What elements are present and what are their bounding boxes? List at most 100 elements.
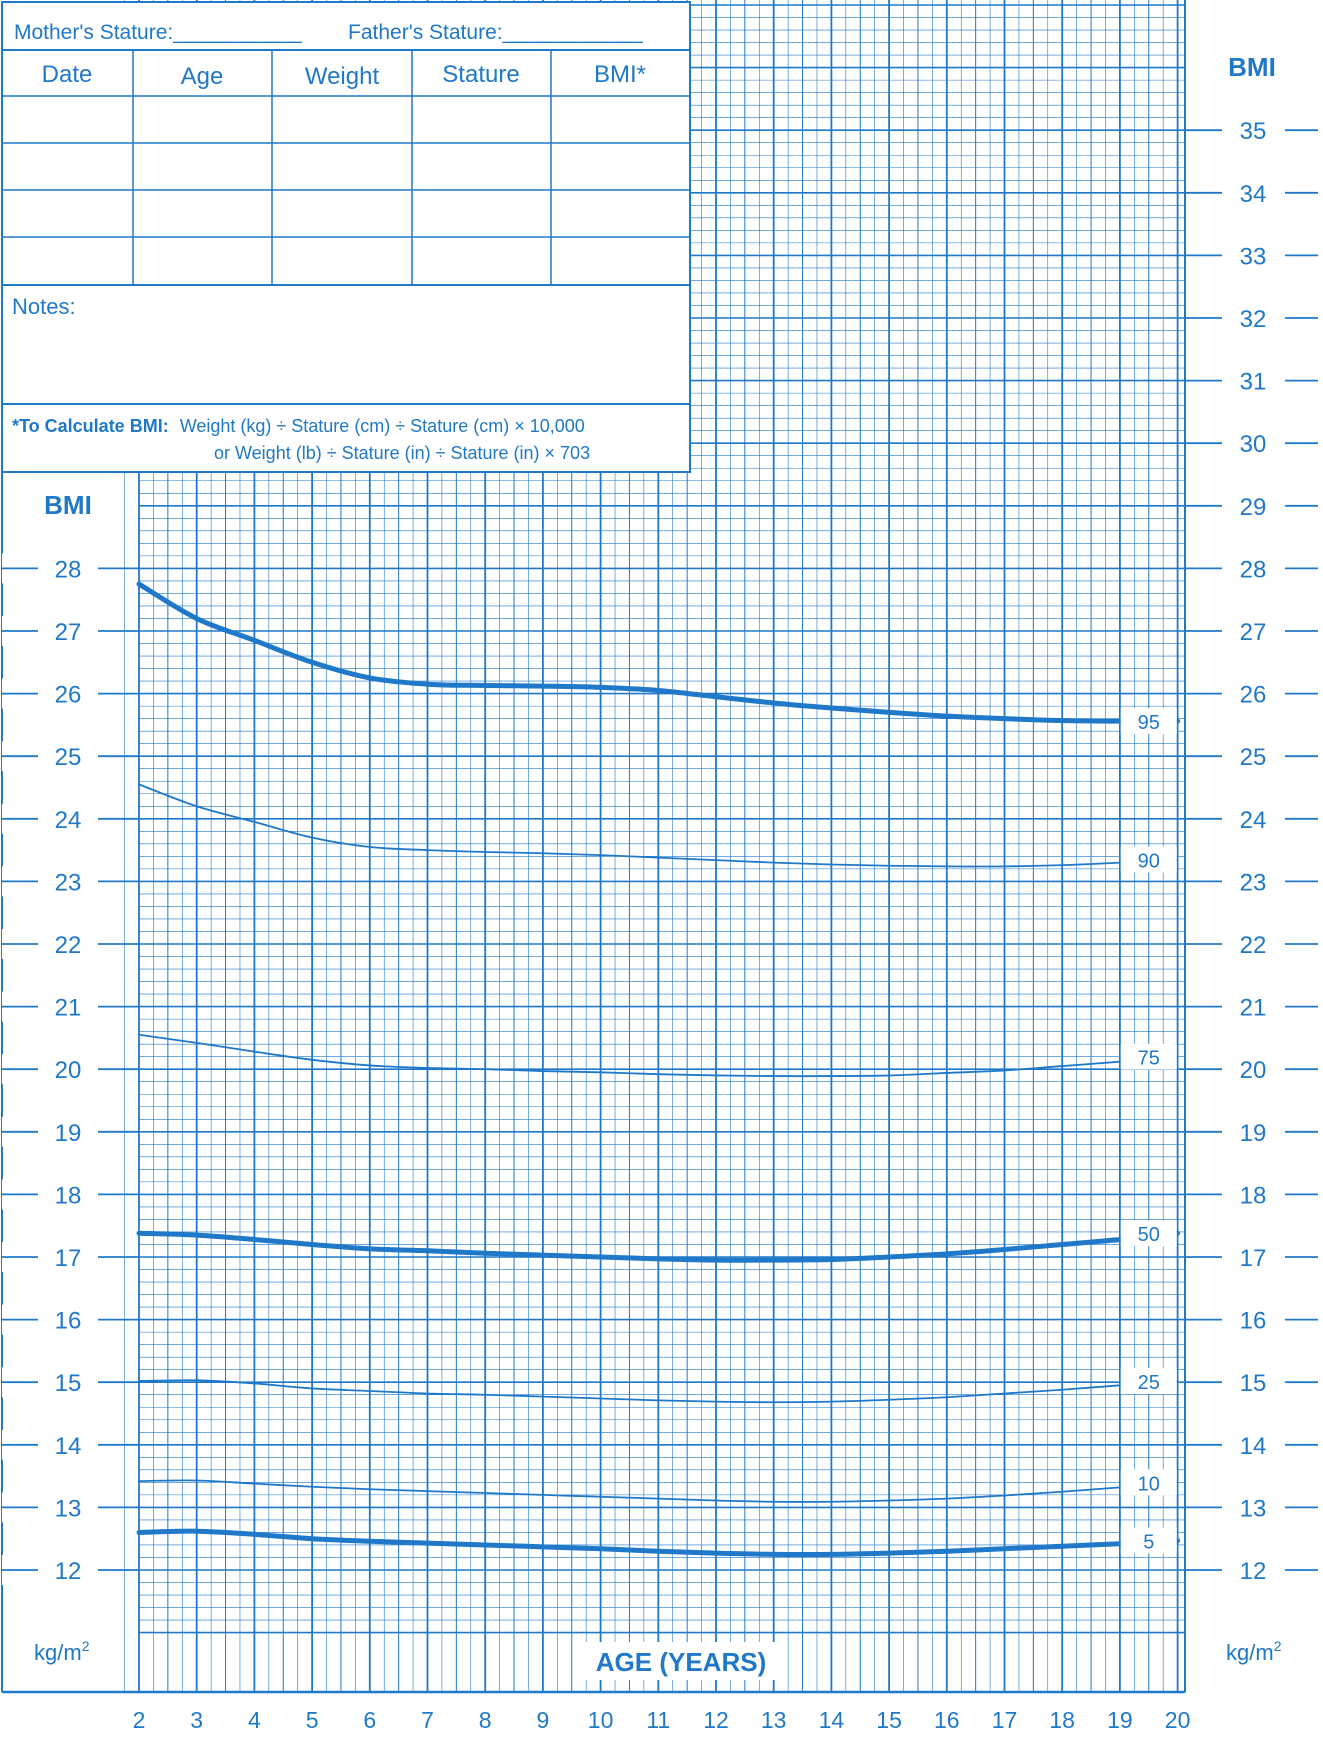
percentile-curve-90 [138,783,1179,868]
right-y-tick-label: 32 [1240,306,1267,333]
x-axis-title: AGE (YEARS) [596,1647,766,1677]
right-y-tick-label: 35 [1240,118,1267,145]
right-y-tick-label: 13 [1240,1495,1267,1522]
left-y-tick-label: 27 [55,619,82,646]
left-y-tick-label: 16 [55,1308,82,1335]
bmi-formula-metric: Weight (kg) ÷ Stature (cm) ÷ Stature (cm… [180,416,585,436]
left-y-tick-label: 20 [55,1057,82,1084]
left-y-tick-label: 14 [55,1433,82,1460]
x-tick-label: 9 [537,1707,550,1733]
x-tick-label: 5 [306,1707,319,1733]
bmi-formula-bold: *To Calculate BMI: [12,416,169,436]
left-y-tick-label: 19 [55,1120,82,1147]
right-bmi-title: BMI [1228,52,1276,82]
x-tick-label: 18 [1049,1707,1075,1733]
tick-labels: 2 3 4 5 6 7 8 9 10 11 12 13 14 15 16 17 18 19 201213141516… [2,115,1323,1733]
left-y-tick-label: 23 [55,869,82,896]
left-y-tick-label: 24 [55,807,82,834]
percentile-curve-75 [138,1033,1179,1078]
percentile-label-10: 10 [1138,1473,1160,1495]
right-y-tick-label: 26 [1240,682,1267,709]
percentile-label-50: 50 [1138,1224,1160,1246]
x-tick-label: 13 [761,1707,787,1733]
father-stature-label: Father's Stature:____________ [348,21,643,44]
x-tick-label: 15 [876,1707,902,1733]
percentile-label-bg [1120,1527,1177,1554]
x-tick-label: 12 [703,1707,729,1733]
percentile-curves: 95 90 75 50 25 10 5 [136,581,1181,1558]
left-y-tick-label: 15 [55,1370,82,1397]
x-axis-title-bg [578,1642,784,1680]
left-y-tick-label: 21 [55,995,82,1022]
right-y-tick-label: 20 [1240,1057,1267,1084]
x-tick-label: 7 [421,1707,434,1733]
record-panel: Mother's Stature:___________ Father's St… [1,1,691,473]
col-header-weight: Weight [305,63,380,90]
left-bmi-title-bg [32,486,104,526]
percentile-label-25: 25 [1138,1372,1160,1394]
percentile-label-bg [1120,1220,1177,1247]
x-tick-label: 16 [934,1707,960,1733]
left-y-tick-label: 13 [55,1495,82,1522]
col-header-bmi: BMI* [594,61,646,88]
x-tick-label: 20 [1165,1707,1191,1733]
right-y-tick-label: 25 [1240,744,1267,771]
left-bmi-title: BMI [44,490,92,520]
percentile-curve-5 [136,1528,1181,1558]
x-tick-label: 4 [248,1707,261,1733]
x-tick-label: 19 [1107,1707,1133,1733]
right-y-tick-label: 29 [1240,494,1267,521]
percentile-label-bg [1120,1043,1177,1070]
right-unit-label: kg/m2 [1226,1638,1282,1665]
right-y-tick-label: 12 [1240,1558,1267,1585]
percentile-label-bg [1120,1469,1177,1496]
right-y-tick-label: 23 [1240,869,1267,896]
left-y-tick-label: 22 [55,932,82,959]
x-tick-label: 17 [992,1707,1018,1733]
right-y-tick-label: 22 [1240,932,1267,959]
right-y-tick-label: 31 [1240,369,1267,396]
bmi-formula-line1: *To Calculate BMI: Weight (kg) ÷ Stature… [12,416,585,436]
left-y-tick-label: 18 [55,1182,82,1209]
left-y-tick-label: 17 [55,1245,82,1272]
right-y-tick-label: 33 [1240,243,1267,270]
col-header-stature: Stature [442,61,519,88]
bmi-formula-line2: or Weight (lb) ÷ Stature (in) ÷ Stature … [214,443,590,463]
left-y-tick-label: 26 [55,682,82,709]
right-unit-bg [1222,1632,1306,1668]
percentile-label-bg [1120,846,1177,873]
col-header-date: Date [42,61,93,88]
right-y-tick-label: 19 [1240,1120,1267,1147]
left-unit-label: kg/m2 [34,1638,90,1665]
x-tick-label: 10 [588,1707,614,1733]
right-y-tick-label: 14 [1240,1433,1267,1460]
x-tick-label: 14 [819,1707,845,1733]
x-tick-label: 2 [133,1707,146,1733]
right-y-tick-label: 28 [1240,556,1267,583]
col-header-age: Age [181,63,224,90]
x-tick-label: 11 [646,1707,670,1733]
percentile-label-bg [1120,1367,1177,1394]
right-y-tick-label: 15 [1240,1370,1267,1397]
right-y-tick-label: 17 [1240,1245,1267,1272]
percentile-label-75: 75 [1138,1048,1160,1070]
percentile-label-bg [1120,708,1177,735]
right-y-tick-label: 30 [1240,431,1267,458]
left-y-tick-label: 28 [55,556,82,583]
percentile-curve-10 [138,1479,1179,1503]
right-y-tick-label: 21 [1240,995,1267,1022]
percentile-curve-50 [136,1230,1181,1263]
percentile-label-95: 95 [1138,712,1160,734]
left-unit-bg [28,1632,112,1668]
x-tick-label: 6 [363,1707,376,1733]
percentile-curve-25 [138,1379,1179,1404]
percentile-curve-95 [136,581,1181,724]
left-y-tick-label: 12 [55,1558,82,1585]
right-bmi-title-bg [1216,48,1288,88]
x-tick-label: 3 [190,1707,203,1733]
left-y-tick-label: 25 [55,744,82,771]
right-y-tick-label: 18 [1240,1182,1267,1209]
right-y-tick-label: 27 [1240,619,1267,646]
right-y-tick-label: 16 [1240,1308,1267,1335]
